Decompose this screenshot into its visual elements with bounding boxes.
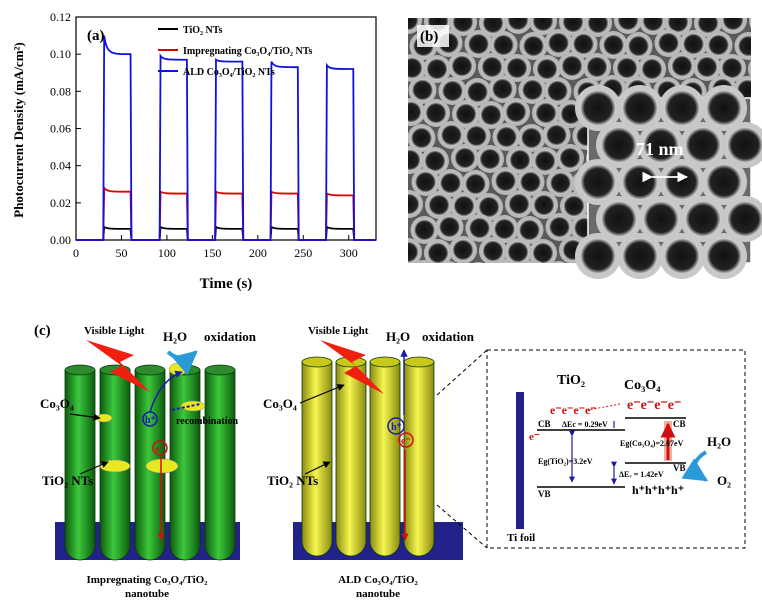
oxidation-arrow-icon: [166, 350, 198, 376]
band-o2-label: O₂: [717, 473, 731, 488]
panel-c-label: (c): [34, 323, 51, 339]
y-axis-ticks: 0.00 0.02 0.04 0.06 0.08 0.10 0.12: [50, 10, 81, 247]
impregnating-schematic: Visible Light H₂O oxidation Co₃O₄ TiO₂ N…: [40, 325, 257, 600]
h2o-label: H₂O: [163, 329, 187, 344]
lightning-bolt-icon: [320, 340, 384, 394]
tio2-nts-label: TiO₂ NTs: [267, 473, 318, 488]
x-tick-label: 200: [249, 246, 267, 260]
ti-foil-label: Ti foil: [507, 532, 535, 544]
hole-label: h⁺: [145, 415, 156, 426]
tio2-title: TiO₂: [557, 373, 585, 388]
legend-entry: ALD Co₃O₄/TiO₂ NTs: [183, 67, 275, 78]
ti-foil: [516, 392, 524, 529]
co3o4-title: Co₃O₄: [624, 378, 661, 393]
eg-tio2-label: Eg(TiO₂)=3.2eV: [538, 457, 593, 466]
electron-label: e⁻: [401, 436, 411, 447]
electron-label: e⁻: [155, 444, 165, 455]
delta-ec-label: ΔEc = 0.29eV: [562, 420, 608, 429]
y-axis-label: Photocurrent Density (mA/cm²): [11, 42, 26, 218]
panel-a-label: (a): [87, 28, 105, 44]
y-tick-label: 0.10: [50, 47, 71, 61]
photocurrent-chart: 0.00 0.02 0.04 0.06 0.08 0.10 0.12 0 50 100 150 20…: [11, 10, 377, 292]
co3o4-label: Co₃O₄: [40, 396, 74, 411]
x-tick-label: 100: [158, 246, 176, 260]
x-axis-label: Time (s): [200, 276, 253, 292]
holes-label: h⁺h⁺h⁺h⁺: [632, 483, 684, 497]
visible-light-label: Visible Light: [308, 325, 369, 337]
oxidation-label: oxidation: [422, 329, 475, 344]
electrons-right: e⁻e⁻e⁻e⁻: [627, 398, 681, 413]
band-h2o-label: H₂O: [707, 434, 731, 449]
cb-left-label: CB: [538, 419, 551, 429]
x-tick-label: 150: [203, 246, 221, 260]
x-tick-label: 300: [340, 246, 358, 260]
electron-single: e⁻: [529, 431, 540, 443]
legend: TiO₂ NTs Impregnating Co₃O₄/TiO₂ NTs ALD C…: [158, 25, 313, 78]
y-tick-label: 0.02: [50, 196, 71, 210]
legend-entry: TiO₂ NTs: [183, 25, 223, 36]
visible-light-label: Visible Light: [84, 325, 145, 337]
x-axis-ticks: 0 50 100 150 200 250 300: [73, 235, 358, 260]
impregnating-caption: Impregnating Co₃O₄/TiO₂: [86, 574, 208, 586]
y-tick-label: 0.08: [50, 84, 71, 98]
delta-ev-label: ΔEᵥ = 1.42eV: [619, 470, 664, 479]
ald-caption-2: nanotube: [356, 588, 400, 600]
legend-entry: Impregnating Co₃O₄/TiO₂ NTs: [183, 46, 313, 57]
eg-co3o4-label: Eg(Co₃O₄)=2.07eV: [620, 439, 684, 448]
y-tick-label: 0.00: [50, 233, 71, 247]
hole-label: h⁺: [391, 422, 402, 433]
ald-schematic: Visible Light H₂O oxidation Co₃O₄ TiO₂ N…: [263, 325, 475, 600]
impregnating-caption-2: nanotube: [125, 588, 169, 600]
lightning-bolt-icon: [86, 340, 150, 392]
co3o4-label: Co₃O₄: [263, 396, 297, 411]
water-oxidation-arrow-icon: [681, 450, 709, 482]
y-tick-label: 0.06: [50, 122, 71, 136]
panel-b-label: (b): [420, 29, 438, 45]
y-tick-label: 0.04: [50, 159, 71, 173]
vb-left-label: VB: [538, 489, 551, 499]
oxidation-label: oxidation: [204, 329, 257, 344]
cb-right-label: CB: [673, 419, 686, 429]
series-group: [76, 35, 376, 241]
series-line-2: [76, 35, 376, 241]
h2o-label: H₂O: [386, 329, 410, 344]
ald-caption: ALD Co₃O₄/TiO₂: [338, 574, 418, 586]
x-tick-label: 0: [73, 246, 79, 260]
scale-label: 71 nm: [636, 139, 684, 159]
band-diagram: Ti foil TiO₂ Co₃O₄ e⁻e⁻e⁻e⁻ e⁻e⁻e⁻e⁻ e⁻ …: [486, 349, 746, 549]
x-tick-label: 250: [294, 246, 312, 260]
series-line-1: [76, 185, 376, 241]
tio2-nts-label: TiO₂ NTs: [42, 473, 93, 488]
electrons-left: e⁻e⁻e⁻e⁻: [550, 403, 597, 417]
sem-image: (b) 71 nm: [408, 18, 762, 279]
vb-right-label: VB: [673, 463, 686, 473]
y-tick-label: 0.12: [50, 10, 71, 24]
recombination-label: recombination: [176, 416, 238, 427]
x-tick-label: 50: [115, 246, 127, 260]
